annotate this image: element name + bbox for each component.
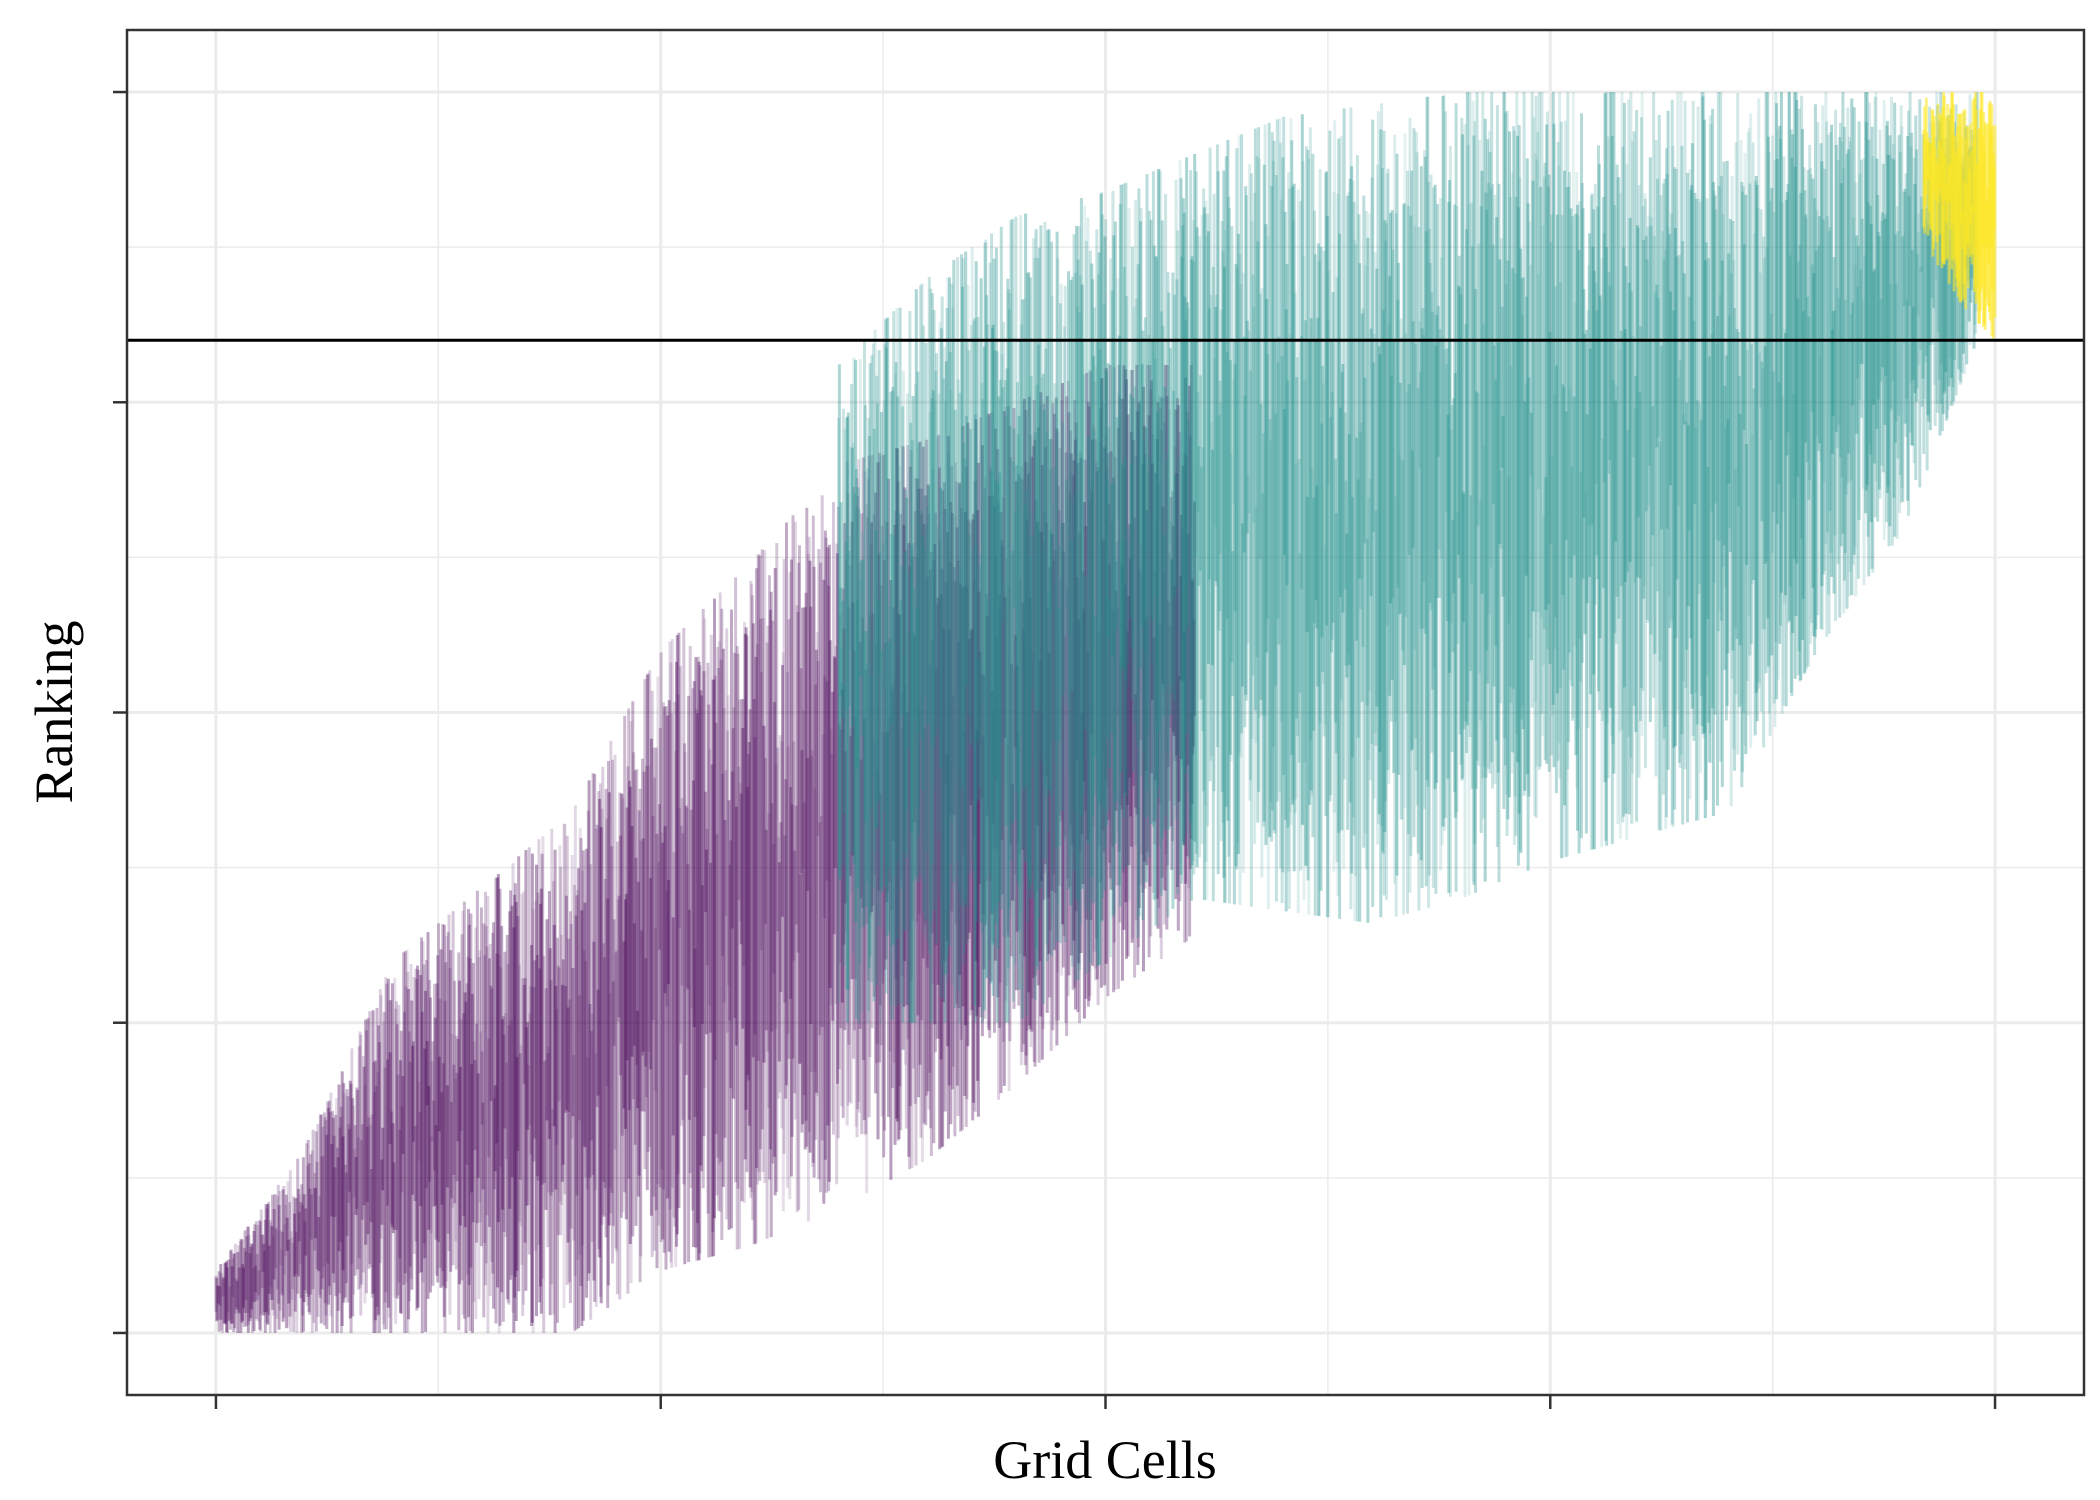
error-bars [214, 92, 1997, 1333]
series-mid [837, 92, 1979, 1023]
x-axis-title: Grid Cells [993, 1430, 1217, 1490]
y-axis-ticks [113, 90, 127, 1335]
x-axis-ticks [214, 1395, 1997, 1409]
series-high [1922, 92, 1997, 339]
grid-major [127, 30, 2084, 1395]
series-low [214, 365, 1196, 1333]
y-axis-title: Ranking [24, 621, 84, 804]
